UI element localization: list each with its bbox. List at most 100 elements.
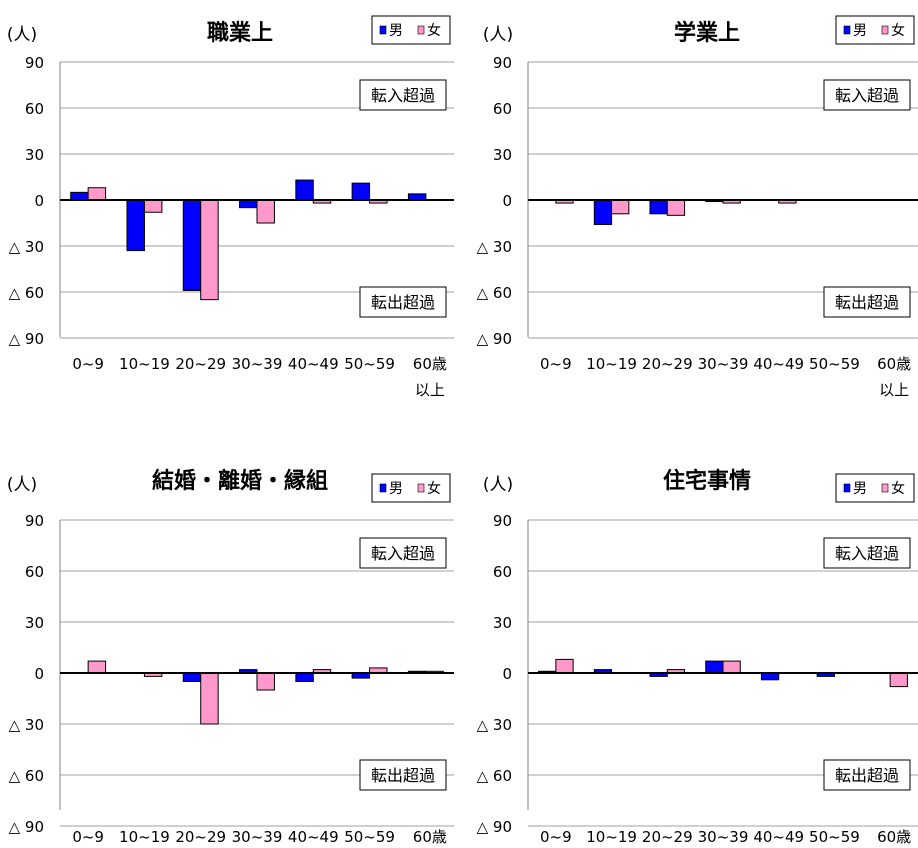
y-unit-label: (人): [483, 25, 513, 45]
y-tick-label: 60: [25, 563, 44, 581]
legend-swatch-female: [417, 25, 425, 35]
y-tick-label: △ 90: [9, 330, 44, 348]
chart-panel-4: 住宅事情 (人) 男 女 90 60 30 0 △ 30 △ 60 △ 90 0~9 10~19 20~2…: [477, 468, 918, 846]
x-tick-label: 40~49: [753, 355, 804, 373]
annotation-transfer-in-surplus: 転入超過: [371, 544, 435, 563]
x-tick-label: 0~9: [540, 828, 572, 846]
x-tick-label: 0~9: [540, 355, 572, 373]
bar-male-2: [649, 199, 668, 215]
y-unit-label: (人): [7, 475, 37, 495]
y-tick-label: 60: [493, 563, 512, 581]
legend-swatch-female: [881, 25, 889, 35]
bar-female-0: [87, 187, 107, 201]
bar-male-4: [295, 179, 314, 201]
x-tick-label: 10~19: [586, 828, 637, 846]
x-tick-label: 20~29: [642, 828, 693, 846]
chart-panel-2: 学業上 (人) 男 女 90 60 30 0 △ 30 △ 60 △ 90 0~9 10~19 20~29…: [477, 15, 918, 399]
annotation-box-lower: [823, 759, 911, 791]
x-tick-label: 60歳: [877, 355, 911, 373]
legend-label-female: 女: [891, 480, 905, 497]
x-tick-label: 60歳: [877, 828, 911, 846]
bar-female-0: [555, 658, 574, 674]
bar-female-2: [200, 199, 219, 301]
legend-label-male: 男: [389, 23, 403, 39]
annotation-box-upper: [823, 79, 911, 111]
y-tick-label: 30: [493, 614, 512, 632]
bar-female-1: [143, 199, 163, 213]
y-tick-label: △ 60: [477, 767, 512, 785]
bar-male-4: [760, 672, 780, 681]
y-tick-label: △ 30: [477, 716, 512, 734]
x-tick-label: 20~29: [175, 828, 226, 846]
legend-label-male: 男: [853, 23, 867, 39]
x-tick-label: 40~49: [288, 355, 339, 373]
y-tick-label: △ 30: [9, 238, 44, 256]
annotation-transfer-out-surplus: 転出超過: [371, 766, 435, 785]
legend-swatch-male: [379, 483, 387, 493]
x-tick-label: 30~39: [698, 355, 749, 373]
chart-panel-1: 職業上 (人) 男 女 90 60 30 0 △ 30 △ 60 △ 90 0~9 10~19 20~29…: [7, 15, 454, 399]
bar-female-2: [200, 672, 219, 725]
bar-male-3: [705, 660, 724, 674]
x-tick-label-line2: 以上: [879, 381, 909, 399]
x-tick-label: 40~49: [288, 828, 339, 846]
x-tick-label: 50~59: [809, 828, 860, 846]
y-tick-label: △ 30: [9, 716, 44, 734]
y-tick-label: 90: [493, 54, 512, 72]
x-tick-label: 10~19: [586, 355, 637, 373]
annotation-box-upper: [359, 79, 447, 111]
bar-male-3: [239, 199, 258, 209]
y-unit-label: (人): [7, 25, 37, 45]
annotation-box-upper: [359, 537, 447, 569]
y-tick-label: △ 30: [477, 238, 512, 256]
bar-male-2: [182, 199, 202, 291]
legend-swatch-male: [379, 25, 387, 35]
y-tick-label: 30: [25, 614, 44, 632]
y-tick-label: 90: [25, 512, 44, 530]
bar-male-1: [126, 199, 145, 252]
x-tick-label: 60歳: [413, 355, 447, 373]
y-tick-label: 90: [25, 54, 44, 72]
annotation-transfer-in-surplus: 転入超過: [371, 86, 435, 105]
chart-title: 住宅事情: [663, 468, 751, 494]
bar-female-3: [722, 660, 741, 674]
bar-female-0: [87, 660, 107, 674]
legend-swatch-male: [843, 483, 851, 493]
chart-panel-3: 結婚・離婚・縁組 (人) 男 女 90 60 30 0 △ 30 △ 60 △ 90 0~9 10~19…: [7, 468, 454, 846]
x-tick-label: 50~59: [344, 828, 395, 846]
bar-male-5: [351, 182, 371, 201]
x-tick-label: 0~9: [72, 355, 104, 373]
x-tick-label: 20~29: [642, 355, 693, 373]
bar-female-6: [889, 672, 908, 688]
y-tick-label: △ 90: [477, 818, 512, 836]
y-tick-label: △ 60: [477, 284, 512, 302]
annotation-box-lower: [359, 759, 447, 791]
bar-male-2: [182, 672, 202, 682]
x-tick-label: 30~39: [698, 828, 749, 846]
x-tick-label-line2: 以上: [415, 381, 445, 399]
legend-label-male: 男: [853, 481, 867, 497]
y-tick-label: 60: [25, 100, 44, 118]
annotation-transfer-out-surplus: 転出超過: [371, 293, 435, 312]
legend-label-male: 男: [389, 481, 403, 497]
y-tick-label: 0: [502, 665, 512, 683]
legend-swatch-female: [881, 483, 889, 493]
annotation-transfer-in-surplus: 転入超過: [835, 544, 899, 563]
bar-female-3: [256, 199, 275, 224]
x-tick-label: 20~29: [175, 355, 226, 373]
x-tick-label: 30~39: [232, 355, 283, 373]
y-tick-label: 0: [502, 192, 512, 210]
bar-male-1: [593, 199, 613, 226]
bar-female-1: [611, 199, 630, 215]
x-tick-label: 40~49: [753, 828, 804, 846]
y-tick-label: 0: [34, 192, 44, 210]
annotation-box-upper: [823, 537, 911, 569]
legend-swatch-female: [417, 483, 425, 493]
y-tick-label: △ 90: [477, 330, 512, 348]
legend-label-female: 女: [427, 22, 441, 39]
annotation-box-lower: [359, 286, 447, 318]
legend-label-female: 女: [427, 480, 441, 497]
y-tick-label: 0: [34, 665, 44, 683]
annotation-transfer-in-surplus: 転入超過: [835, 86, 899, 105]
